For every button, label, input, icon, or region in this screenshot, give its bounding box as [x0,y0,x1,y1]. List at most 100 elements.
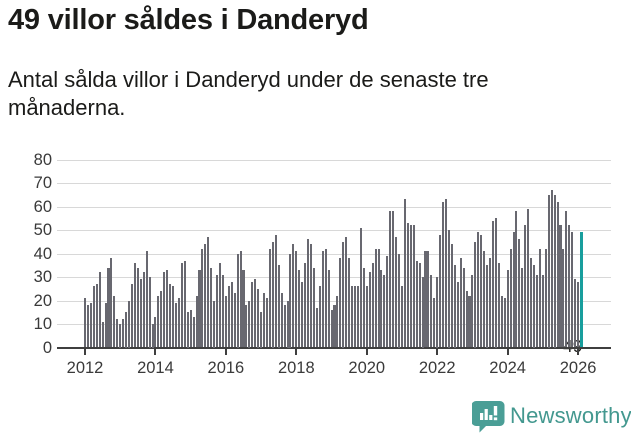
bar [392,211,395,348]
bar [204,244,207,348]
x-axis-tick-label: 2026 [559,358,597,377]
bar [125,312,128,348]
bar [456,281,459,348]
bar [497,262,500,348]
gridline [57,183,611,184]
bar [248,300,251,348]
bar [398,253,401,348]
bar [216,274,219,348]
bar [277,265,280,348]
bar [436,277,439,348]
gridline [57,253,611,255]
x-axis-tick-label: 2020 [348,358,386,377]
bar [86,305,89,348]
x-axis-tick-label: 2014 [137,358,174,377]
bar [110,258,113,348]
bar [483,251,486,348]
gridline [57,230,611,231]
x-axis-tick [295,349,298,355]
bar [345,237,348,348]
gridline [57,206,611,208]
bar [339,258,342,348]
bar [113,295,116,348]
bar [318,286,321,348]
bar [280,293,283,348]
bar [239,251,242,348]
bar [412,225,415,348]
x-axis-tick [436,349,439,355]
bar [515,211,518,348]
bar [172,286,175,348]
bar [151,324,154,348]
bar [562,248,565,348]
bar [186,312,189,348]
x-axis-tick [154,349,157,355]
bar [163,272,166,348]
bar [518,239,521,348]
bar [571,232,574,348]
bar [362,267,365,348]
brand-footer[interactable]: Newsworthy [470,398,631,436]
bar [553,194,556,348]
gridline [57,159,611,161]
bar [327,269,330,348]
bar [342,241,345,348]
x-axis-tick [224,349,227,355]
bar [541,274,544,348]
bar [245,305,248,348]
bar [263,293,266,348]
bar [236,253,239,348]
y-axis-tick-label: 50 [33,221,52,239]
bar [160,291,163,348]
bar [98,272,101,348]
gridline [57,300,611,302]
bar [403,199,406,348]
bar [268,248,271,348]
x-axis-tick [506,349,509,355]
bar [550,190,553,348]
bar [227,286,230,348]
bar [500,295,503,348]
bar-chart: 49 0102030405060708020122014201620182020… [0,140,631,390]
bar [283,305,286,348]
bar [442,201,445,348]
y-axis-tick-label: 30 [33,268,52,286]
x-axis-tick-label: 2024 [489,358,526,377]
bar [415,260,418,348]
bar [174,302,178,348]
bar [524,225,527,348]
bar [474,241,477,348]
bar [330,309,333,348]
bar [427,251,430,348]
bar [577,281,580,348]
bar [389,211,392,348]
x-axis-tick-label: 2012 [66,358,104,377]
bar [195,295,198,348]
bar [395,237,398,348]
bar [447,230,450,348]
bar [453,265,456,348]
bar [439,234,442,348]
bar-highlight [580,232,583,348]
page-title: 49 villor såldes i Danderyd [8,4,369,36]
bar [257,288,260,348]
bar [509,248,512,348]
bar [506,269,509,348]
bar [289,253,292,348]
bar [133,262,136,348]
bar [274,234,277,348]
x-axis-tick-label: 2016 [207,358,245,377]
y-axis-tick-label: 80 [33,150,52,169]
bar [309,244,313,348]
bar [544,248,547,348]
bar [169,284,172,348]
bar [148,277,151,348]
bar [130,284,133,348]
bar [538,248,541,348]
bar [139,279,142,348]
bar [157,295,160,348]
bar [477,232,480,348]
bar [189,309,192,348]
y-axis-tick-label: 60 [33,197,52,216]
